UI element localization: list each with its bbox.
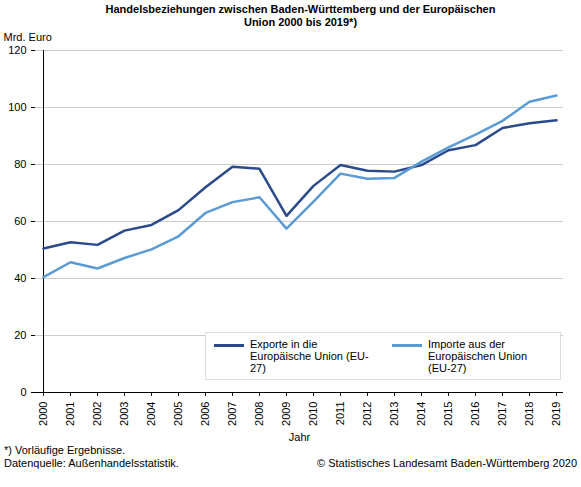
svg-text:2007: 2007 (226, 402, 238, 426)
svg-text:2018: 2018 (523, 402, 535, 426)
svg-text:2009: 2009 (280, 402, 292, 426)
svg-text:2006: 2006 (199, 402, 211, 426)
svg-text:2012: 2012 (361, 402, 373, 426)
svg-text:2015: 2015 (442, 402, 454, 426)
html-text:Datenquelle: Außenhandelsstati: Datenquelle: Außenhandelsstatistik. (4, 457, 179, 469)
svg-text:0: 0 (20, 386, 26, 398)
html-text:Importe aus der Europäischen U: Importe aus der Europäischen Union (EU-2… (428, 338, 528, 374)
svg-text:Jahr: Jahr (289, 431, 311, 443)
svg-text:80: 80 (14, 158, 26, 170)
svg-text:40: 40 (14, 272, 26, 284)
html-text:Handelsbeziehungen zwischen Ba: Handelsbeziehungen zwischen Baden-Württe… (105, 3, 496, 28)
svg-text:2005: 2005 (172, 402, 184, 426)
svg-text:2019: 2019 (550, 402, 562, 426)
svg-text:2011: 2011 (334, 402, 346, 426)
html-text:Exporte in die Europäische Uni: Exporte in die Europäische Union (EU-27) (250, 338, 369, 374)
svg-text:2016: 2016 (469, 402, 481, 426)
svg-text:2003: 2003 (118, 402, 130, 426)
svg-text:100: 100 (8, 101, 26, 113)
svg-text:2013: 2013 (388, 402, 400, 426)
svg-text:120: 120 (8, 44, 26, 56)
svg-text:2008: 2008 (253, 402, 265, 426)
svg-text:2014: 2014 (415, 402, 427, 426)
svg-text:2010: 2010 (307, 402, 319, 426)
svg-text:60: 60 (14, 215, 26, 227)
svg-text:2001: 2001 (64, 402, 76, 426)
svg-text:Mrd. Euro: Mrd. Euro (4, 31, 52, 43)
svg-text:2002: 2002 (91, 402, 103, 426)
html-text:*) Vorläufige Ergebnisse.: *) Vorläufige Ergebnisse. (4, 444, 126, 456)
svg-text:20: 20 (14, 329, 26, 341)
svg-text:2000: 2000 (37, 402, 49, 426)
svg-text:2017: 2017 (496, 402, 508, 426)
html-text:© Statistisches Landesamt Bade: © Statistisches Landesamt Baden-Württemb… (317, 457, 577, 469)
svg-text:2004: 2004 (145, 402, 157, 426)
